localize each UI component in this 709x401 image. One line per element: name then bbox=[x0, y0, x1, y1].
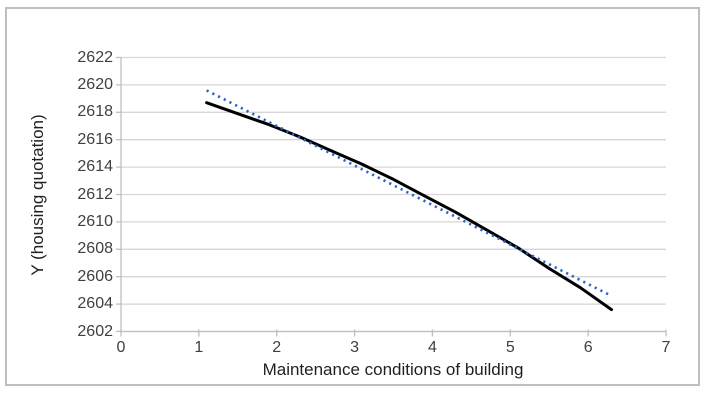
x-tick-label: 3 bbox=[350, 339, 360, 356]
y-tick-label: 2606 bbox=[77, 267, 113, 285]
trendline-dotted bbox=[206, 89, 613, 298]
fitted-curve-line bbox=[205, 101, 613, 312]
y-tick-label: 2614 bbox=[77, 158, 113, 176]
x-tick-label: 4 bbox=[427, 339, 437, 356]
y-tick-label: 2616 bbox=[77, 130, 113, 148]
data-series bbox=[205, 89, 613, 312]
x-tick-label: 1 bbox=[194, 339, 204, 356]
x-tick-label: 0 bbox=[116, 339, 126, 356]
y-axis-title: Y (housing quotation) bbox=[28, 114, 47, 276]
y-tick-label: 2612 bbox=[77, 185, 113, 203]
y-tick-label: 2608 bbox=[77, 240, 113, 258]
x-tick-label: 6 bbox=[583, 339, 593, 356]
y-tick-label: 2602 bbox=[77, 322, 113, 340]
x-axis-title: Maintenance conditions of building bbox=[262, 360, 524, 379]
x-tick-label: 2 bbox=[272, 339, 282, 356]
tick-marks bbox=[116, 56, 667, 337]
y-tick-label: 2604 bbox=[77, 295, 113, 313]
x-tick-label: 7 bbox=[661, 339, 671, 356]
x-tick-label: 5 bbox=[505, 339, 515, 356]
y-tick-label: 2622 bbox=[77, 48, 113, 66]
y-tick-label: 2618 bbox=[77, 103, 113, 121]
y-tick-label: 2610 bbox=[77, 212, 113, 230]
y-tick-label: 2620 bbox=[77, 75, 113, 93]
